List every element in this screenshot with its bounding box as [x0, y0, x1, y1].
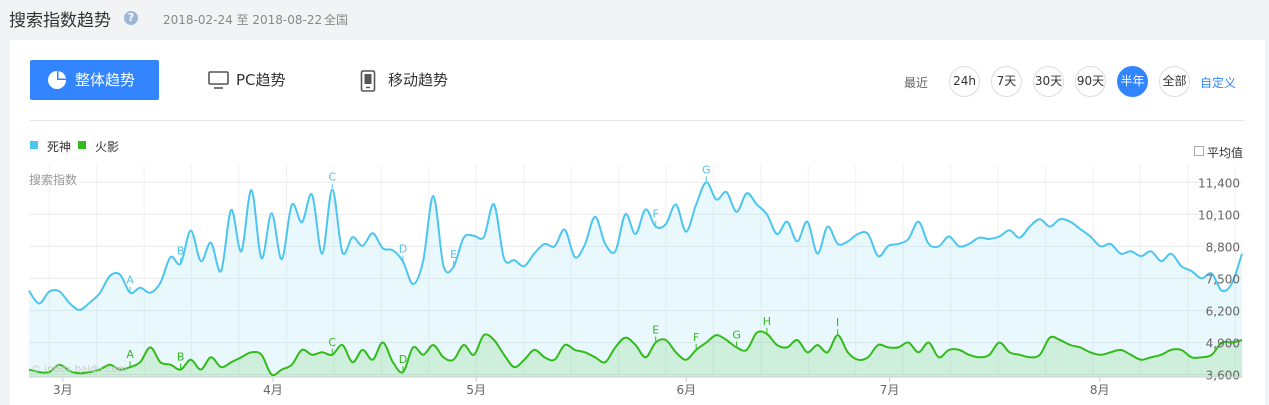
- annotation-marker-series-2: B: [177, 351, 185, 364]
- x-tick-label: 5月: [466, 383, 486, 397]
- watermark: © index.baidu.com: [31, 364, 127, 375]
- average-checkbox[interactable]: [1194, 146, 1204, 156]
- annotation-marker-series-2: D: [399, 353, 407, 366]
- help-icon[interactable]: ?: [124, 11, 138, 25]
- annotation-marker-series-2: F: [693, 331, 699, 344]
- tab-overall-label: 整体趋势: [75, 71, 136, 89]
- line-series-2: [28, 330, 1243, 377]
- annotation-marker-series-2: A: [126, 348, 134, 361]
- y-tick-label: 10,100: [1198, 208, 1240, 222]
- annotation-marker-series-2: H: [763, 315, 771, 328]
- mobile-icon: [360, 70, 376, 92]
- area-series-1: [29, 182, 1242, 377]
- annotation-marker-series-2: I: [836, 316, 839, 329]
- chart-areas: [29, 182, 1242, 377]
- range-button-all[interactable]: 全部: [1159, 66, 1190, 97]
- tab-mobile-label: 移动趋势: [388, 71, 449, 89]
- chart-axes: 搜索指数 © index.baidu.com 3,600 4,900 6,200 7,…: [29, 172, 1242, 397]
- y-tick-label: 7,500: [1206, 272, 1240, 286]
- chart-annotations: A B C D E F G A B C D E F G H I: [126, 163, 839, 372]
- chart-lines: [28, 181, 1243, 377]
- annotation-marker-series-1: E: [450, 248, 457, 261]
- legend-swatch-series-1: [30, 141, 38, 149]
- y-tick-label: 6,200: [1206, 304, 1240, 318]
- annotation-marker-series-2: C: [328, 336, 336, 349]
- page-title: 搜索指数趋势: [9, 11, 111, 31]
- y-tick-label: 8,800: [1206, 240, 1240, 254]
- range-button-7d[interactable]: 7天: [991, 66, 1022, 97]
- range-button-30d[interactable]: 30天: [1033, 66, 1064, 97]
- annotation-marker-series-1: C: [328, 171, 336, 184]
- line-series-1: [28, 181, 1243, 311]
- custom-range-link[interactable]: 自定义: [1200, 76, 1237, 90]
- annotation-marker-series-1: D: [399, 243, 407, 256]
- legend-swatch-series-2: [78, 141, 86, 149]
- annotation-marker-series-1: A: [126, 274, 134, 287]
- annotation-marker-series-2: G: [732, 328, 741, 341]
- average-label: 平均值: [1207, 146, 1244, 160]
- monitor-icon: [208, 71, 229, 89]
- legend-label-series-1: 死神: [47, 140, 72, 154]
- range-button-90d[interactable]: 90天: [1075, 66, 1106, 97]
- page-header: 搜索指数趋势 ? 2018-02-24 至 2018-08-22 全国: [0, 0, 1269, 38]
- tab-pc-trend[interactable]: PC趋势: [208, 60, 303, 100]
- pie-chart-icon: [48, 71, 66, 89]
- x-tick-label: 3月: [53, 383, 73, 397]
- x-tick-label: 8月: [1090, 383, 1110, 397]
- area-series-2: [29, 331, 1242, 377]
- legend-label-series-2: 火影: [95, 140, 120, 154]
- divider: [30, 120, 1245, 121]
- tab-pc-label: PC趋势: [236, 71, 286, 89]
- annotation-marker-series-2: E: [652, 323, 659, 336]
- chart-grid: [29, 165, 1242, 377]
- tab-overall-trend[interactable]: 整体趋势: [30, 60, 159, 100]
- x-tick-label: 4月: [263, 383, 283, 397]
- recent-label: 最近: [904, 76, 929, 90]
- y-tick-label: 11,400: [1198, 176, 1240, 190]
- date-range: 2018-02-24 至 2018-08-22: [163, 13, 323, 27]
- y-axis-label: 搜索指数: [29, 172, 77, 187]
- annotation-marker-series-1: B: [177, 245, 185, 258]
- x-tick-label: 6月: [677, 383, 697, 397]
- region-label: 全国: [324, 13, 349, 27]
- range-button-24h[interactable]: 24h: [949, 66, 980, 97]
- annotation-marker-series-1: F: [653, 208, 659, 221]
- y-tick-label: 4,900: [1206, 336, 1240, 350]
- annotation-marker-series-1: G: [702, 163, 711, 176]
- range-button-half-year[interactable]: 半年: [1117, 66, 1148, 97]
- x-tick-label: 7月: [880, 383, 900, 397]
- tab-mobile-trend[interactable]: 移动趋势: [360, 60, 455, 100]
- y-tick-label: 3,600: [1206, 369, 1240, 383]
